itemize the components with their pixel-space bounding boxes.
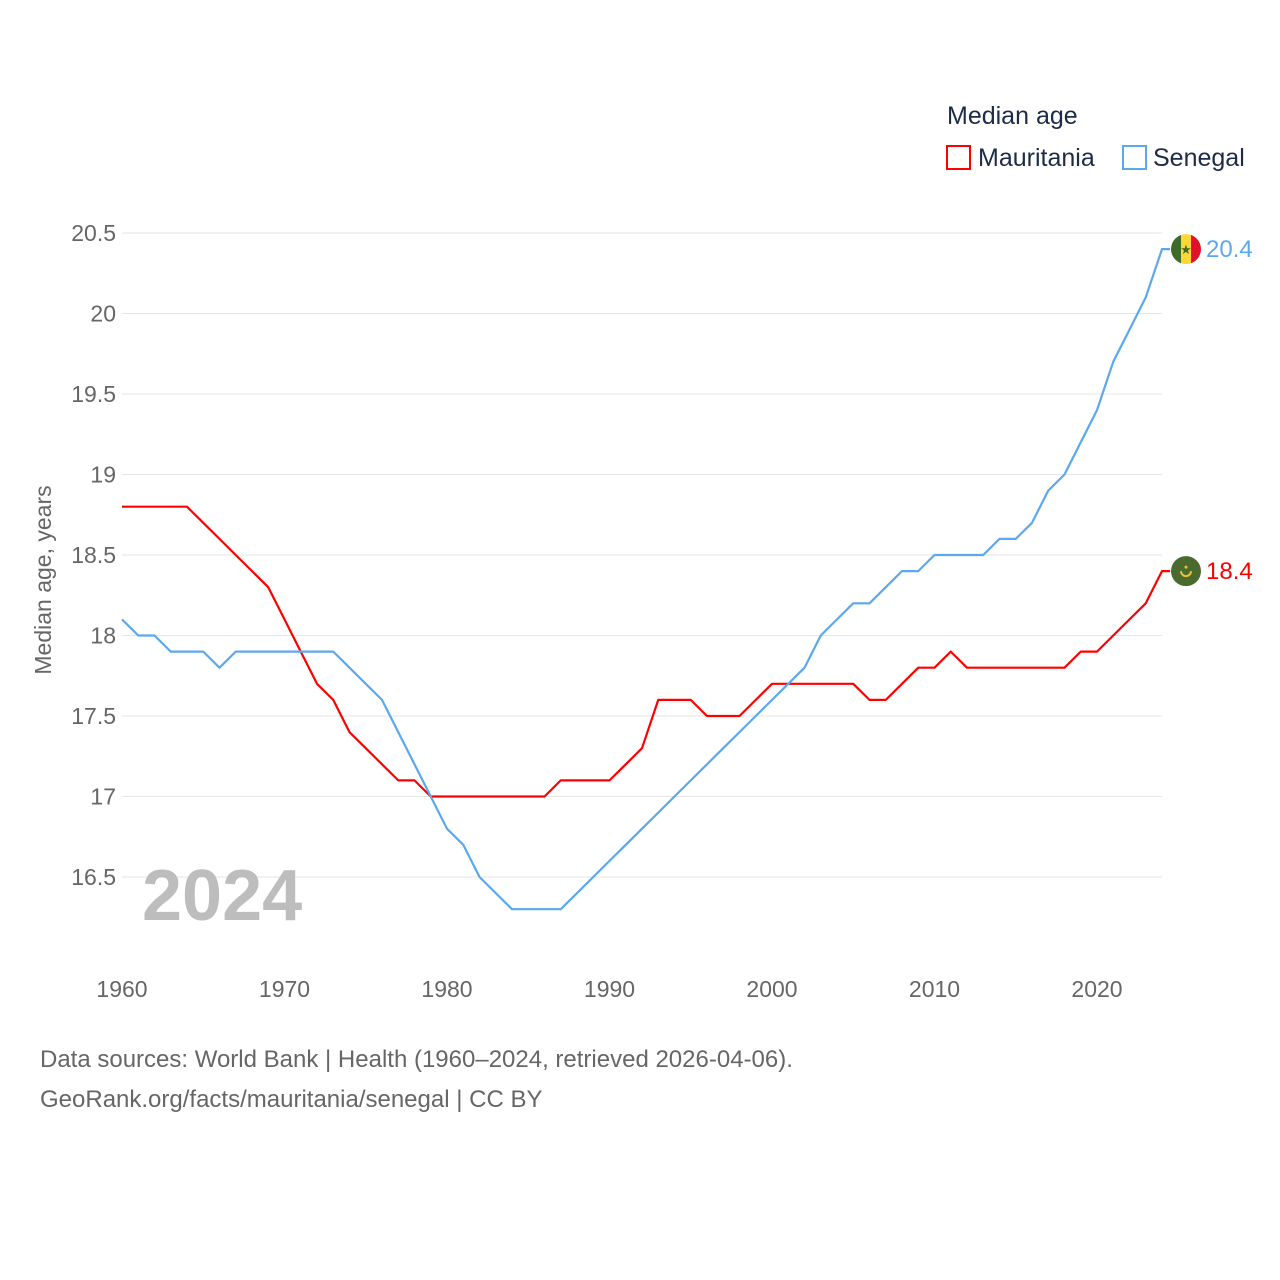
x-tick-label: 2020 xyxy=(1071,976,1122,1002)
series-line-senegal xyxy=(121,248,1170,911)
end-value-mauritania: 18.4 xyxy=(1206,558,1253,585)
legend-swatch-senegal xyxy=(1122,145,1147,170)
grid xyxy=(122,232,1162,878)
legend-label-senegal: Senegal xyxy=(1153,144,1245,172)
y-axis-ticks: 16.5 17 17.5 18 18.5 19 19.5 20 20.5 xyxy=(71,220,116,890)
legend-item-mauritania[interactable]: Mauritania xyxy=(946,144,1095,172)
x-tick-label: 2000 xyxy=(746,976,797,1002)
series-lines xyxy=(121,248,1170,911)
y-tick-label: 17 xyxy=(90,784,116,810)
x-tick-label: 2010 xyxy=(909,976,960,1002)
x-axis-ticks: 1960 1970 1980 1990 2000 2010 2020 xyxy=(96,976,1122,1002)
flag-icon-mauritania xyxy=(1171,556,1201,587)
y-tick-label: 18.5 xyxy=(71,542,116,568)
y-tick-label: 18 xyxy=(90,623,116,649)
y-tick-label: 20 xyxy=(90,301,116,327)
legend-label-mauritania: Mauritania xyxy=(978,144,1095,172)
flag-icon-senegal: ★ xyxy=(1171,234,1201,265)
x-tick-label: 1980 xyxy=(421,976,472,1002)
y-tick-label: 20.5 xyxy=(71,220,116,246)
y-tick-label: 19.5 xyxy=(71,381,116,407)
legend-title: Median age xyxy=(947,102,1078,130)
footer-sources: Data sources: World Bank | Health (1960–… xyxy=(40,1046,793,1073)
x-tick-label: 1960 xyxy=(96,976,147,1002)
legend-item-senegal[interactable]: Senegal xyxy=(1122,144,1245,172)
series-line-mauritania xyxy=(122,505,1170,798)
y-tick-label: 16.5 xyxy=(71,864,116,890)
legend: Median age Mauritania Senegal xyxy=(946,102,1245,172)
svg-text:★: ★ xyxy=(1180,242,1192,257)
x-tick-label: 1970 xyxy=(259,976,310,1002)
end-value-senegal: 20.4 xyxy=(1206,236,1253,263)
year-watermark: 2024 xyxy=(142,856,302,936)
legend-swatch-mauritania xyxy=(946,145,971,170)
series-end-markers: 18.4 ★ 20.4 xyxy=(1171,234,1253,587)
y-tick-label: 19 xyxy=(90,462,116,488)
y-tick-label: 17.5 xyxy=(71,703,116,729)
x-tick-label: 1990 xyxy=(584,976,635,1002)
y-axis-label: Median age, years xyxy=(30,485,56,674)
footer-link[interactable]: GeoRank.org/facts/mauritania/senegal | C… xyxy=(40,1086,543,1113)
